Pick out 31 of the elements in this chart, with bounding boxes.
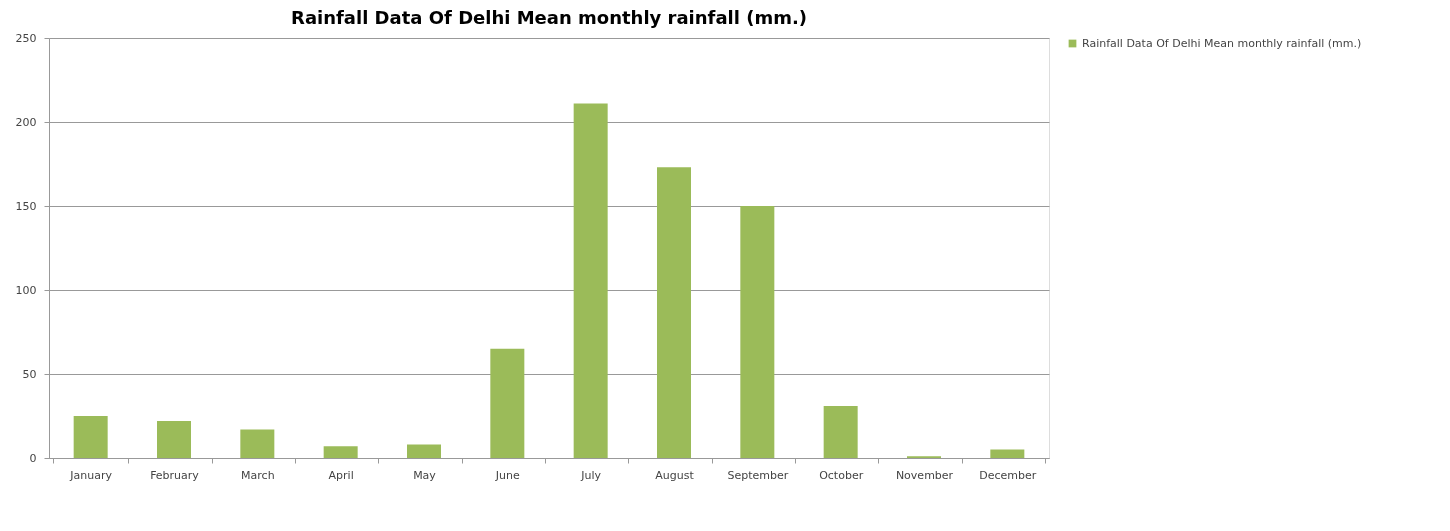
bar xyxy=(323,446,358,458)
x-tick-label: April xyxy=(328,468,354,482)
x-tick-label: March xyxy=(241,468,275,482)
bar xyxy=(573,103,608,458)
y-tick-label: 250 xyxy=(15,31,37,45)
bar xyxy=(990,449,1025,458)
bar xyxy=(240,429,275,458)
x-tick-label: December xyxy=(979,468,1037,482)
legend-label: Rainfall Data Of Delhi Mean monthly rainfall (mm.) xyxy=(1082,36,1362,50)
x-tick-label: October xyxy=(819,468,864,482)
bar xyxy=(740,206,775,458)
bar xyxy=(823,405,858,458)
x-tick-label: July xyxy=(580,468,602,482)
x-tick-label: August xyxy=(655,468,695,482)
y-tick-label: 100 xyxy=(15,283,37,297)
x-tick-label: February xyxy=(150,468,200,482)
bar xyxy=(657,167,691,458)
x-tick-label: November xyxy=(895,468,954,482)
bar xyxy=(73,416,108,458)
bar xyxy=(490,348,525,458)
chart-title: Rainfall Data Of Delhi Mean monthly rainfall (mm.) xyxy=(291,7,807,28)
y-tick-label: 50 xyxy=(22,367,37,381)
x-tick-label: May xyxy=(413,468,437,482)
bar xyxy=(407,444,441,458)
y-tick-label: 150 xyxy=(15,199,37,213)
x-tick-label: June xyxy=(494,468,521,482)
x-tick-label: January xyxy=(69,468,113,482)
x-tick-label: September xyxy=(727,468,789,482)
y-tick-label: 200 xyxy=(15,115,37,129)
y-tick-label: 0 xyxy=(29,451,37,465)
bar xyxy=(157,421,191,458)
